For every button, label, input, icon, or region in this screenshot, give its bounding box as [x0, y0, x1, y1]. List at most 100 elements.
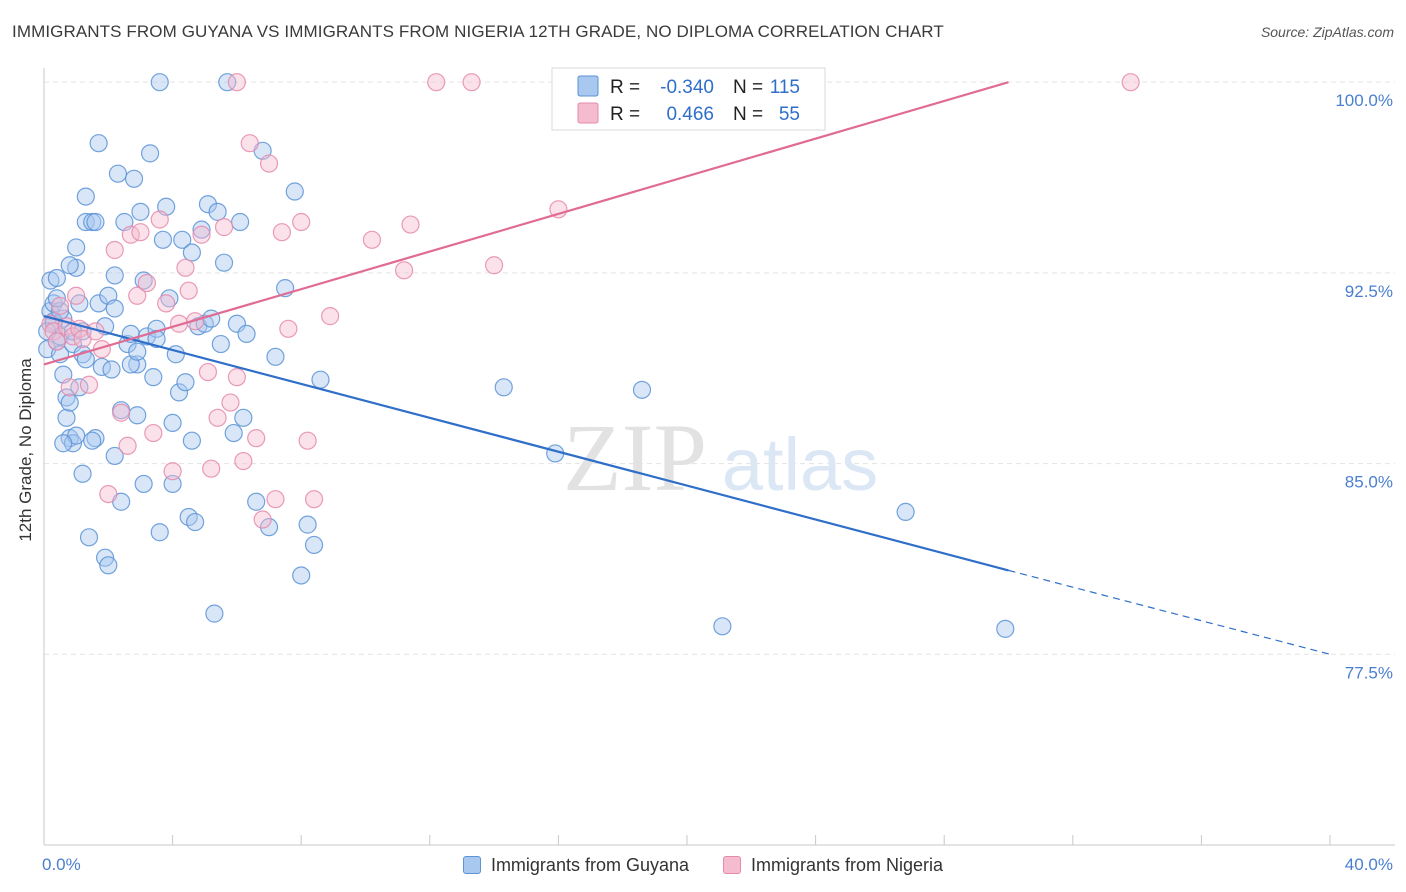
guyana-point-17: [67, 238, 86, 257]
guyana-point-34: [105, 266, 124, 285]
nigeria-point-22: [150, 210, 169, 229]
tick-labels: 77.5% 85.0% 92.5% 100.0% 0.0% 40.0%: [42, 91, 1393, 874]
nigeria-point-32: [208, 408, 227, 427]
guyana-point-77: [237, 324, 256, 344]
guyana-point-115: [996, 619, 1015, 638]
nigeria-point-14: [105, 240, 124, 260]
guyana-point-45: [134, 271, 153, 290]
guyana-point-110: [494, 378, 513, 397]
nigeria-point-10: [79, 375, 99, 394]
guyana-point-48: [144, 368, 163, 387]
guyana-point-78: [247, 492, 266, 511]
nigeria-point-20: [137, 273, 156, 293]
guyana-point-70: [211, 334, 230, 354]
trend-line-nigeria: [43, 81, 1009, 366]
nigeria-point-36: [234, 451, 253, 471]
legend-swatch-blue: [577, 75, 599, 97]
guyana-point-73: [224, 423, 243, 443]
nigeria-point-15: [112, 403, 131, 422]
trend-line-guyana-extension: [1008, 569, 1331, 655]
nigeria-point-56: [1121, 73, 1140, 92]
nigeria-point-34: [221, 393, 240, 412]
guyana-point-107: [76, 350, 95, 369]
guyana-point-23: [76, 212, 95, 232]
guyana-point-12: [57, 388, 76, 407]
guyana-point-68: [205, 604, 224, 623]
guyana-point-75: [231, 212, 250, 232]
guyana-point-113: [713, 617, 732, 636]
nigeria-point-54: [427, 73, 446, 92]
nigeria-point-26: [176, 258, 195, 277]
nigeria-point-49: [394, 261, 414, 280]
nigeria-point-45: [298, 431, 317, 450]
guyana-point-55: [163, 474, 182, 494]
nigeria-point-18: [128, 286, 147, 305]
guyana-point-6: [47, 268, 66, 288]
legend-swatch-pink: [577, 102, 599, 124]
nigeria-point-16: [118, 436, 137, 455]
axes: [43, 68, 1395, 846]
guyana-point-50: [150, 523, 169, 542]
y-tick-label-2: 92.5%: [1345, 282, 1393, 301]
legend-r-label-1: R =: [610, 77, 640, 98]
nigeria-point-47: [321, 307, 340, 326]
nigeria-point-30: [198, 362, 218, 382]
guyana-point-62: [186, 512, 205, 532]
legend-r-value-2: 0.466: [666, 104, 714, 125]
guyana-point-84: [292, 566, 311, 585]
legend-item-guyana: Immigrants from Guyana: [462, 854, 689, 876]
guyana-point-114: [896, 502, 915, 521]
nigeria-point-44: [292, 212, 311, 232]
guyana-point-33: [102, 360, 121, 379]
guyana-point-58: [173, 230, 192, 249]
nigeria-point-21: [144, 423, 163, 443]
guyana-point-28: [89, 294, 108, 313]
y-tick-label-0: 77.5%: [1345, 663, 1393, 682]
grid-lines: [44, 81, 1395, 655]
guyana-point-11: [57, 408, 76, 427]
guyana-point-86: [304, 535, 324, 555]
legend-label-guyana: Immigrants from Guyana: [490, 854, 689, 875]
nigeria-point-27: [179, 281, 198, 300]
nigeria-point-39: [253, 510, 272, 529]
guyana-point-43: [128, 406, 147, 425]
guyana-point-83: [285, 182, 304, 201]
guyana-point-108: [105, 446, 124, 466]
guyana-point-41: [124, 169, 144, 188]
guyana-point-35: [105, 299, 124, 318]
legend-r-label-2: R =: [610, 104, 640, 125]
trend-lines: [43, 81, 1331, 655]
stats-legend: R = -0.340 N = 115 R = 0.466 N = 55: [551, 67, 826, 131]
x-tick-label-0: 0.0%: [42, 855, 81, 874]
nigeria-point-41: [266, 490, 285, 509]
legend-n-value-1: 115: [770, 77, 800, 98]
nigeria-point-46: [304, 490, 324, 509]
guyana-point-36: [108, 164, 128, 183]
y-axis-label: 12th Grade, No Diploma: [16, 358, 35, 542]
guyana-point-98: [99, 556, 118, 575]
trend-line-guyana: [43, 315, 1009, 572]
guyana-point-66: [198, 195, 218, 214]
watermark-zip: ZIP: [563, 404, 707, 511]
nigeria-point-53: [227, 73, 246, 92]
guyana-point-109: [128, 342, 147, 361]
guyana-point-81: [266, 347, 285, 366]
series-legend: Immigrants from Guyana Immigrants from N…: [0, 852, 1406, 878]
guyana-point-95: [60, 256, 79, 275]
guyana-point-106: [60, 393, 79, 412]
legend-r-value-1: -0.340: [660, 77, 714, 98]
x-tick-label-1: 40.0%: [1345, 855, 1393, 874]
legend-item-nigeria: Immigrants from Nigeria: [723, 855, 943, 876]
guyana-point-47: [140, 144, 160, 163]
nigeria-point-33: [214, 218, 234, 237]
nigeria-point-29: [192, 225, 211, 244]
guyana-point-57: [169, 383, 189, 402]
guyana-point-69: [208, 202, 227, 221]
legend-n-label-1: N =: [733, 77, 763, 98]
guyana-point-53: [160, 289, 179, 308]
nigeria-point-35: [227, 368, 246, 387]
nigeria-point-23: [157, 294, 176, 313]
guyana-point-88: [150, 73, 169, 92]
nigeria-point-38: [247, 429, 266, 448]
